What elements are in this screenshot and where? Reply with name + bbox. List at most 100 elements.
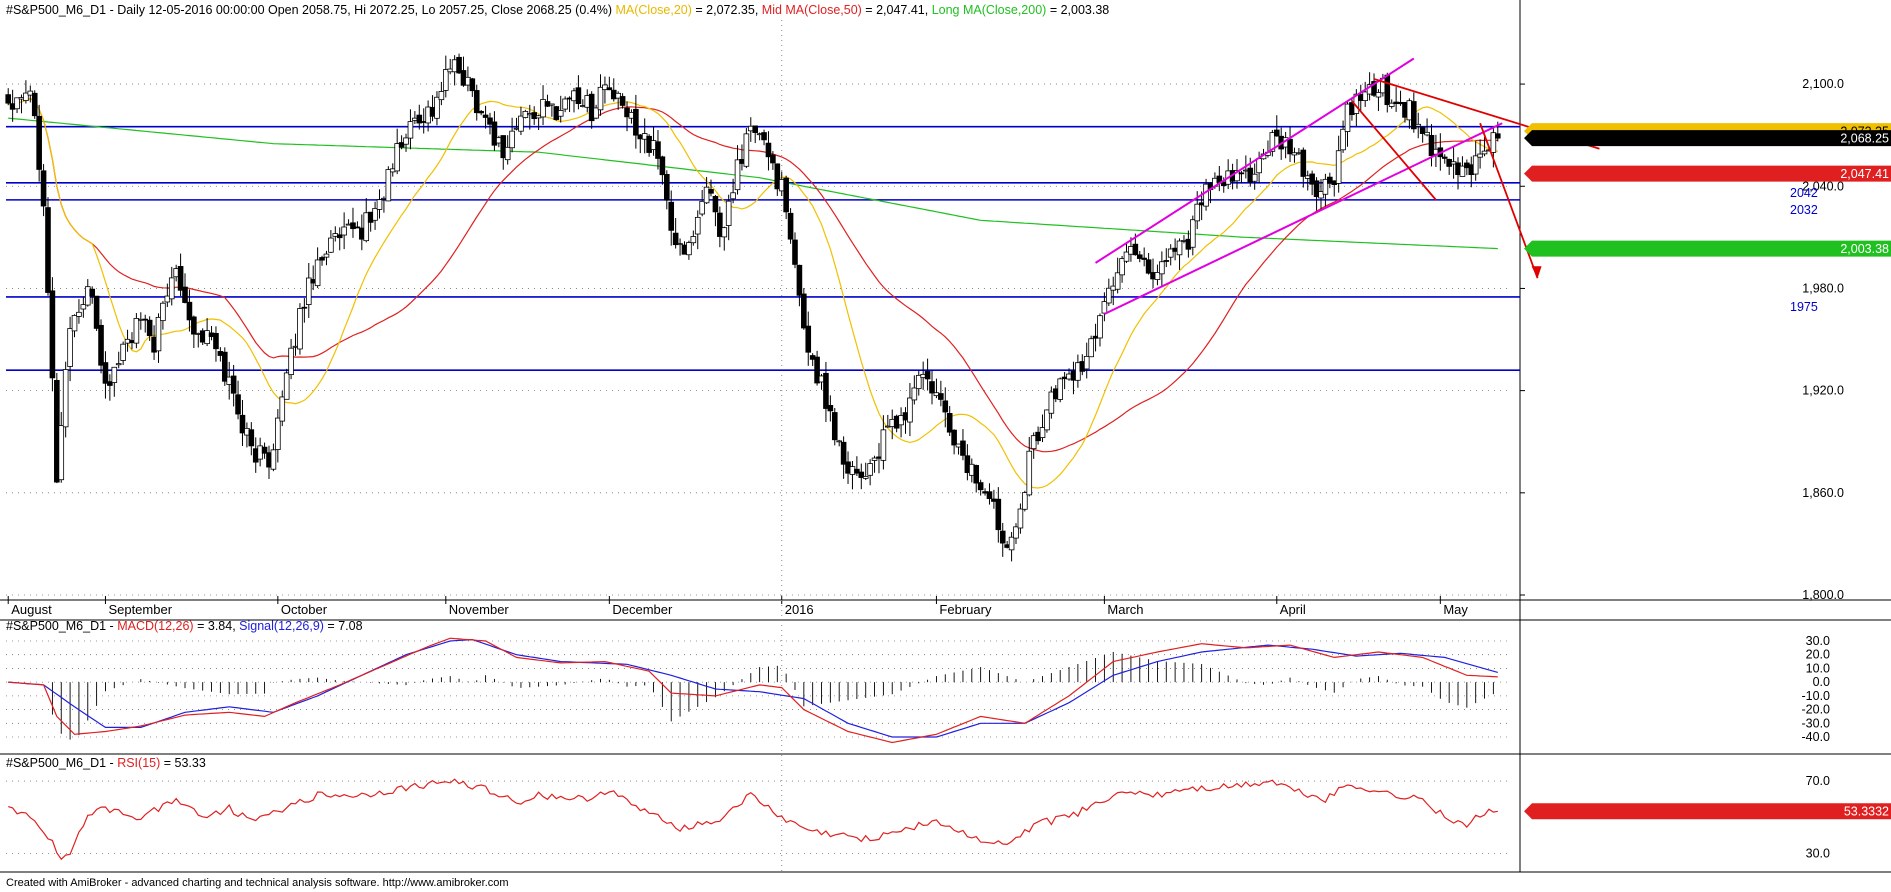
candle-body bbox=[213, 333, 219, 350]
candle-body bbox=[204, 330, 210, 345]
candle-body bbox=[372, 208, 378, 221]
candle-body bbox=[606, 87, 613, 91]
candle-body bbox=[752, 125, 759, 133]
candle-body bbox=[235, 394, 241, 415]
ma200-line bbox=[8, 117, 1498, 250]
candle-body bbox=[668, 201, 675, 231]
macd-symbol: #S&P500_M6_D1 - bbox=[6, 619, 114, 633]
candle-body bbox=[911, 387, 918, 401]
candle-body bbox=[770, 154, 776, 164]
rsi-value: = 53.33 bbox=[164, 756, 206, 770]
candle-body bbox=[703, 186, 710, 204]
candle-body bbox=[880, 429, 887, 461]
macd-line bbox=[8, 637, 1498, 744]
ma50-label: Mid MA(Close,50) bbox=[762, 3, 862, 17]
candle-body bbox=[182, 286, 188, 303]
candle-body bbox=[270, 449, 277, 470]
price-header: #S&P500_M6_D1 - Daily 12-05-2016 00:00:0… bbox=[6, 3, 1109, 17]
x-tick-label: November bbox=[449, 602, 510, 617]
y-tick-label: 1,920.0 bbox=[1802, 384, 1844, 398]
candle-body bbox=[712, 195, 719, 213]
candle-body bbox=[279, 396, 286, 422]
y-tick-label: -30.0 bbox=[1802, 716, 1831, 730]
candle-body bbox=[504, 146, 511, 161]
candle-body bbox=[1340, 128, 1346, 151]
candle-body bbox=[699, 200, 705, 215]
candle-body bbox=[1106, 287, 1112, 304]
x-tick-label: February bbox=[939, 602, 992, 617]
candle-body bbox=[734, 159, 741, 191]
candle-body bbox=[160, 302, 166, 322]
x-tick-label: 2016 bbox=[785, 602, 814, 617]
candle-body bbox=[1132, 243, 1139, 256]
candle-body bbox=[659, 156, 666, 176]
candle-body bbox=[615, 92, 621, 99]
candle-body bbox=[1097, 315, 1103, 339]
price-tag bbox=[1524, 165, 1891, 182]
candle-body bbox=[619, 96, 626, 106]
candle-body bbox=[867, 463, 873, 476]
candle-body bbox=[1344, 103, 1351, 132]
candle-body bbox=[261, 446, 268, 454]
candle-body bbox=[403, 137, 409, 145]
candle-body bbox=[686, 242, 692, 256]
rsi-symbol: #S&P500_M6_D1 - bbox=[6, 756, 114, 770]
candle-body bbox=[792, 239, 798, 265]
candle-body bbox=[540, 99, 546, 118]
candle-body bbox=[1057, 378, 1063, 400]
candle-body bbox=[1287, 138, 1293, 155]
candle-body bbox=[438, 91, 445, 101]
candle-body bbox=[1154, 272, 1161, 280]
candle-body bbox=[1203, 183, 1209, 207]
candle-body bbox=[49, 290, 56, 379]
candle-body bbox=[783, 177, 789, 213]
candle-body bbox=[1159, 261, 1165, 275]
candle-body bbox=[1494, 133, 1501, 139]
candle-body bbox=[336, 234, 343, 239]
candle-body bbox=[1309, 173, 1315, 185]
candle-body bbox=[960, 440, 966, 456]
ma20-line bbox=[7, 98, 1499, 489]
candle-body bbox=[40, 170, 47, 207]
y-tick-label: 30.0 bbox=[1806, 634, 1830, 648]
candle-body bbox=[385, 169, 392, 202]
candle-body bbox=[655, 141, 661, 159]
candle-body bbox=[221, 351, 228, 382]
candle-body bbox=[836, 440, 842, 443]
candle-body bbox=[354, 226, 361, 229]
candle-body bbox=[58, 425, 65, 481]
candle-body bbox=[796, 264, 803, 296]
price-tag bbox=[1524, 240, 1891, 257]
candle-body bbox=[93, 295, 100, 329]
candle-body bbox=[690, 236, 697, 244]
candle-body bbox=[1163, 260, 1170, 262]
ma200-label: Long MA(Close,200) bbox=[932, 3, 1047, 17]
candle-body bbox=[31, 92, 38, 117]
candle-body bbox=[297, 308, 303, 350]
ma200-value: = 2,003.38 bbox=[1050, 3, 1109, 17]
candle-body bbox=[146, 319, 153, 337]
candle-body bbox=[319, 257, 325, 261]
candle-body bbox=[473, 90, 480, 114]
channel-upper-line bbox=[1095, 57, 1415, 264]
candle-body bbox=[14, 97, 20, 110]
candle-body bbox=[76, 311, 82, 317]
candle-body bbox=[314, 259, 321, 287]
candle-body bbox=[986, 491, 993, 499]
price-tag-label: 2,068.25 bbox=[1840, 132, 1889, 146]
candle-body bbox=[1428, 135, 1435, 157]
candle-body bbox=[1481, 150, 1488, 155]
candle-body bbox=[1190, 219, 1196, 248]
candle-body bbox=[1238, 172, 1245, 175]
candle-body bbox=[995, 498, 1002, 531]
y-tick-label: 70.0 bbox=[1806, 774, 1830, 788]
candle-body bbox=[602, 84, 608, 91]
candle-body bbox=[549, 103, 555, 106]
candle-body bbox=[973, 465, 980, 484]
candle-body bbox=[301, 306, 308, 309]
candle-body bbox=[814, 356, 820, 384]
candle-body bbox=[1141, 257, 1147, 260]
candle-body bbox=[376, 199, 383, 210]
candle-body bbox=[1273, 129, 1280, 137]
candle-body bbox=[102, 362, 109, 384]
